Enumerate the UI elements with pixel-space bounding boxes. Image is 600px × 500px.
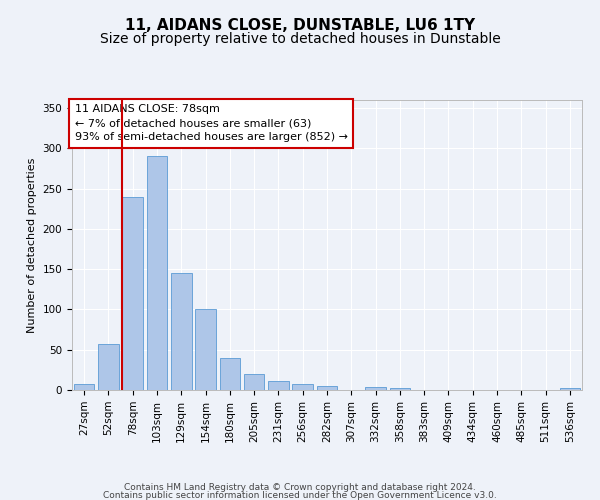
Text: Size of property relative to detached houses in Dunstable: Size of property relative to detached ho…: [100, 32, 500, 46]
Bar: [365, 387, 386, 390]
Bar: [244, 374, 265, 390]
Bar: [195, 310, 216, 390]
Text: Contains public sector information licensed under the Open Government Licence v3: Contains public sector information licen…: [103, 490, 497, 500]
Text: 11 AIDANS CLOSE: 78sqm
← 7% of detached houses are smaller (63)
93% of semi-deta: 11 AIDANS CLOSE: 78sqm ← 7% of detached …: [74, 104, 347, 142]
Bar: [74, 384, 94, 390]
Bar: [122, 196, 143, 390]
Bar: [292, 384, 313, 390]
Bar: [171, 273, 191, 390]
Bar: [560, 388, 580, 390]
Bar: [317, 386, 337, 390]
Bar: [220, 358, 240, 390]
Text: Contains HM Land Registry data © Crown copyright and database right 2024.: Contains HM Land Registry data © Crown c…: [124, 483, 476, 492]
Bar: [389, 388, 410, 390]
Bar: [98, 344, 119, 390]
Y-axis label: Number of detached properties: Number of detached properties: [27, 158, 37, 332]
Bar: [268, 381, 289, 390]
Bar: [146, 156, 167, 390]
Text: 11, AIDANS CLOSE, DUNSTABLE, LU6 1TY: 11, AIDANS CLOSE, DUNSTABLE, LU6 1TY: [125, 18, 475, 32]
